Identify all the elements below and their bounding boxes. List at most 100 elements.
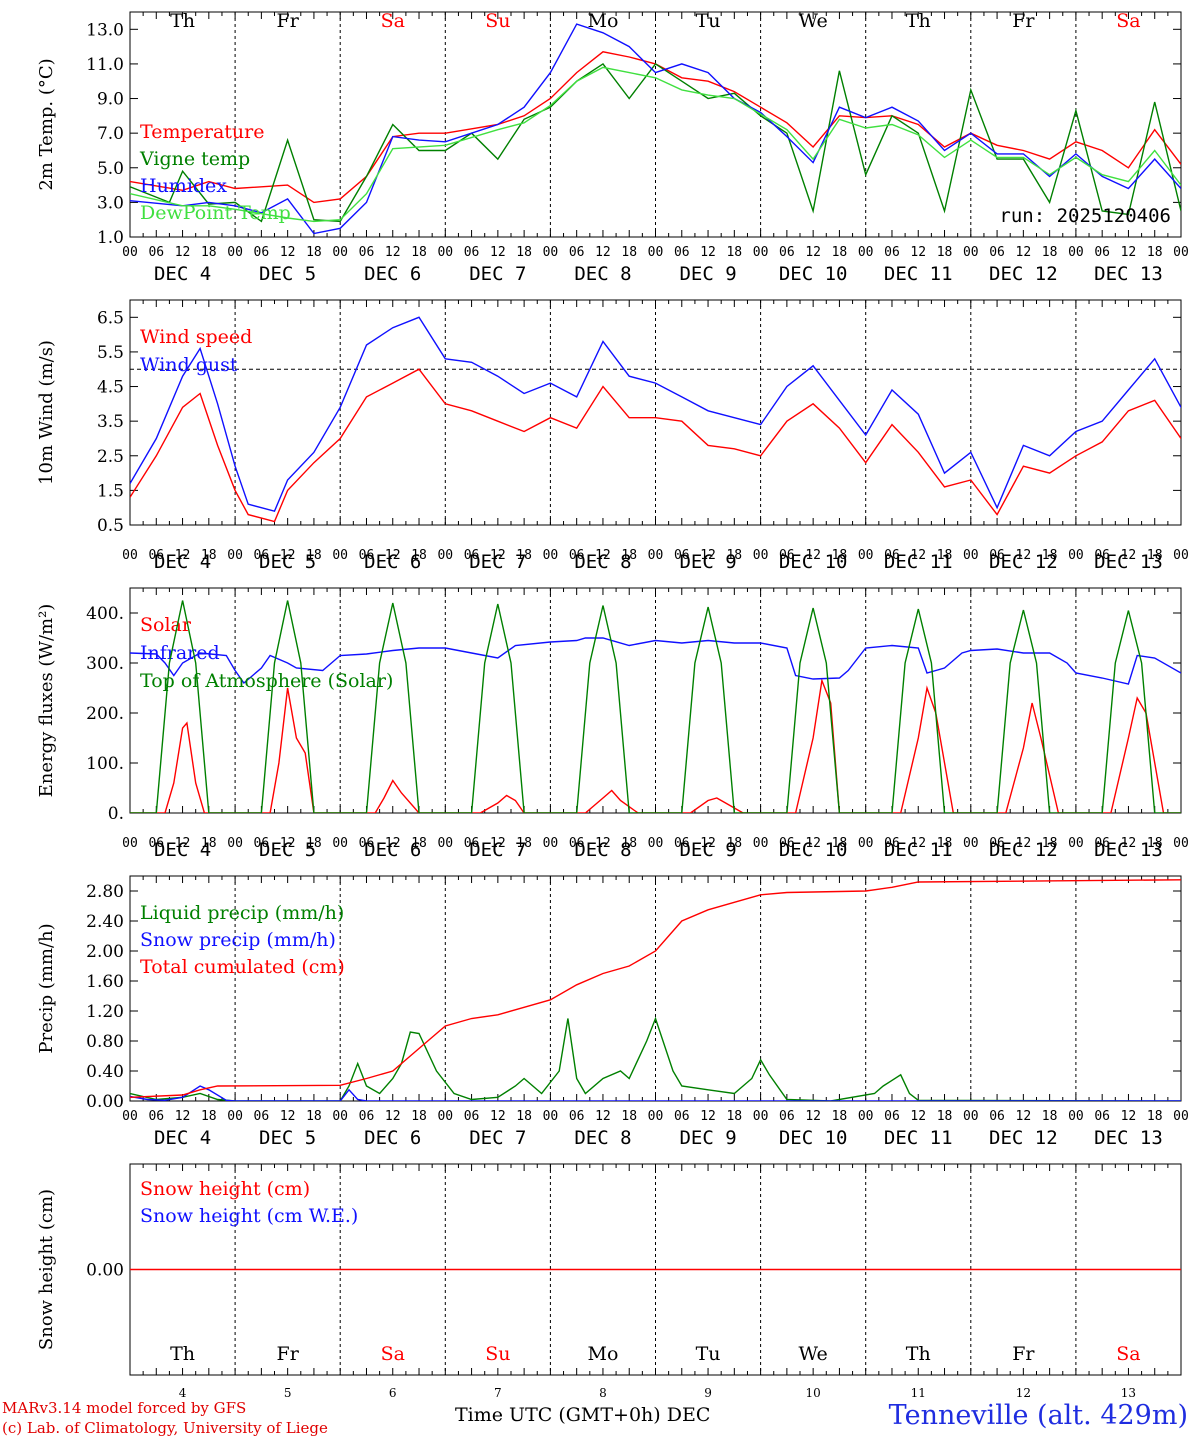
hour-tick-label: 12 [700,836,716,851]
hour-tick-label: 06 [674,836,690,851]
hour-tick-label: 06 [359,245,375,260]
y-axis-label: Precip (mm/h) [36,923,57,1053]
hour-tick-label: 06 [464,1109,480,1124]
date-label: DEC 7 [469,839,526,861]
hour-tick-label: 18 [516,836,532,851]
y-tick-label: 6.5 [97,308,124,328]
date-label: DEC 5 [259,551,316,573]
legend-entry: Liquid precip (mm/h) [140,902,344,924]
hour-tick-label: 00 [543,1109,559,1124]
y-tick-label: 0.5 [97,516,124,536]
legend-entry: Snow height (cm) [140,1178,310,1200]
day-number-label: 8 [599,1386,607,1400]
hour-tick-label: 12 [595,836,611,851]
day-name-label: Mo [587,1343,618,1365]
hour-tick-label: 00 [963,836,979,851]
station-name: Tenneville (alt. 429m) [888,1400,1188,1431]
hour-tick-label: 06 [674,245,690,260]
hour-tick-label: 06 [779,836,795,851]
hour-tick-label: 00 [1173,548,1189,563]
legend-entry: Snow height (cm W.E.) [140,1205,358,1227]
date-label: DEC 8 [574,1127,631,1149]
hour-tick-label: 00 [227,245,243,260]
day-number-label: 4 [179,1386,187,1400]
hour-tick-label: 12 [805,836,821,851]
hour-tick-label: 18 [832,836,848,851]
hour-tick-label: 18 [937,1109,953,1124]
hour-tick-label: 12 [1121,548,1137,563]
y-tick-label: 400. [86,604,124,624]
hour-tick-label: 00 [1068,836,1084,851]
legend-entry: Solar [140,614,192,636]
hour-tick-label: 12 [805,548,821,563]
y-tick-label: 3.5 [97,412,124,432]
hour-tick-label: 00 [437,836,453,851]
date-label: DEC 10 [779,551,848,573]
series-line-2 [130,637,1181,685]
panel-3: 0. 100. 200. 300. 400. Energy fluxes (W/m²) 00… [36,587,1189,861]
date-label: DEC 5 [259,839,316,861]
hour-tick-label: 06 [148,1109,164,1124]
hour-tick-label: 18 [621,245,637,260]
hour-tick-label: 00 [648,836,664,851]
hour-tick-label: 00 [332,836,348,851]
hour-tick-label: 18 [726,1109,742,1124]
hour-tick-label: 12 [385,1109,401,1124]
hour-tick-label: 12 [700,548,716,563]
hour-tick-label: 12 [700,245,716,260]
hour-tick-label: 12 [805,245,821,260]
hour-tick-label: 00 [122,548,138,563]
hour-tick-label: 12 [910,836,926,851]
y-tick-label: 0.40 [86,1062,124,1082]
date-label: DEC 8 [574,839,631,861]
hour-tick-label: 00 [1068,548,1084,563]
date-label: DEC 12 [989,839,1058,861]
day-name-label: Th [170,1343,195,1365]
hour-tick-label: 18 [306,245,322,260]
hour-tick-label: 06 [1094,836,1110,851]
hour-tick-label: 00 [1068,245,1084,260]
series-line-4 [130,66,1181,223]
hour-tick-label: 06 [674,548,690,563]
date-label: DEC 9 [679,839,736,861]
hour-tick-label: 12 [1016,836,1032,851]
date-label: DEC 10 [779,1127,848,1149]
series-line-3 [130,600,1181,813]
hour-tick-label: 12 [910,548,926,563]
hour-tick-label: 06 [464,836,480,851]
hour-tick-label: 18 [411,836,427,851]
hour-tick-label: 06 [569,1109,585,1124]
hour-tick-label: 18 [832,548,848,563]
hour-tick-label: 18 [411,1109,427,1124]
date-label: DEC 7 [469,263,526,285]
day-name-label: Sa [381,10,405,32]
day-number-label: 10 [806,1386,821,1400]
y-tick-label: 0.00 [86,1092,124,1112]
date-label: DEC 12 [989,1127,1058,1149]
hour-tick-label: 06 [464,245,480,260]
hour-tick-label: 12 [385,548,401,563]
hour-tick-label: 18 [411,548,427,563]
hour-tick-label: 06 [674,1109,690,1124]
y-axis-label: Snow height (cm) [36,1189,57,1350]
hour-tick-label: 12 [595,548,611,563]
y-tick-label: 9.0 [97,90,124,110]
hour-tick-label: 00 [963,245,979,260]
y-tick-label: 5.0 [97,159,124,179]
hour-tick-label: 06 [359,548,375,563]
y-tick-label: 0.80 [86,1032,124,1052]
y-tick-label: 1.5 [97,481,124,501]
hour-tick-label: 12 [805,1109,821,1124]
hour-tick-label: 00 [227,1109,243,1124]
y-tick-label: 2.40 [86,912,124,932]
hour-tick-label: 06 [989,1109,1005,1124]
date-label: DEC 4 [154,263,211,285]
hour-tick-label: 18 [201,245,217,260]
date-label: DEC 7 [469,1127,526,1149]
hour-tick-label: 18 [1147,1109,1163,1124]
day-name-label: Sa [381,1343,405,1365]
hour-tick-label: 06 [1094,245,1110,260]
series-line-1 [130,51,1181,204]
day-name-label: Th [906,10,931,32]
date-label: DEC 11 [884,263,953,285]
